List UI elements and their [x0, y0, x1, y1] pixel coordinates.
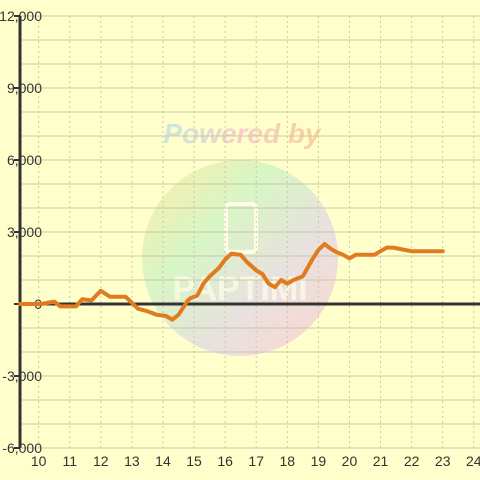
series-layer [18, 242, 445, 322]
x-tick-label: 13 [124, 453, 140, 469]
watermark-circle [142, 160, 338, 356]
x-axis-ticks: 10 11 12 13 14 15 16 17 18 19 20 21 22 23 24 [31, 453, 480, 469]
grid [20, 15, 480, 449]
x-tick-label: 21 [373, 453, 389, 469]
x-tick-label: 14 [155, 453, 171, 469]
x-tick-label: 10 [31, 453, 47, 469]
x-tick-label: 11 [62, 453, 77, 469]
x-tick-label: 20 [342, 453, 358, 469]
x-tick-label: 18 [280, 453, 296, 469]
x-tick-label: 17 [248, 453, 264, 469]
x-tick-label: 19 [311, 453, 327, 469]
x-tick-label: 24 [466, 453, 480, 469]
watermark-logo-text: PAPTIMI [172, 270, 307, 308]
y-tick-label: 12,000 [0, 8, 42, 24]
y-tick-label: 6,000 [7, 152, 42, 168]
x-tick-label: 15 [186, 453, 202, 469]
x-tick-label: 22 [404, 453, 420, 469]
y-tick-label: -3,000 [2, 368, 42, 384]
series-line [18, 242, 445, 322]
y-tick-label: 9,000 [7, 80, 42, 96]
x-tick-label: 16 [217, 453, 233, 469]
x-tick-label: 12 [93, 453, 109, 469]
x-tick-label: 23 [435, 453, 451, 469]
y-tick-label: 3,000 [7, 224, 42, 240]
watermark-text: Powered by [163, 118, 322, 149]
y-tick-label: -6,000 [2, 440, 42, 456]
